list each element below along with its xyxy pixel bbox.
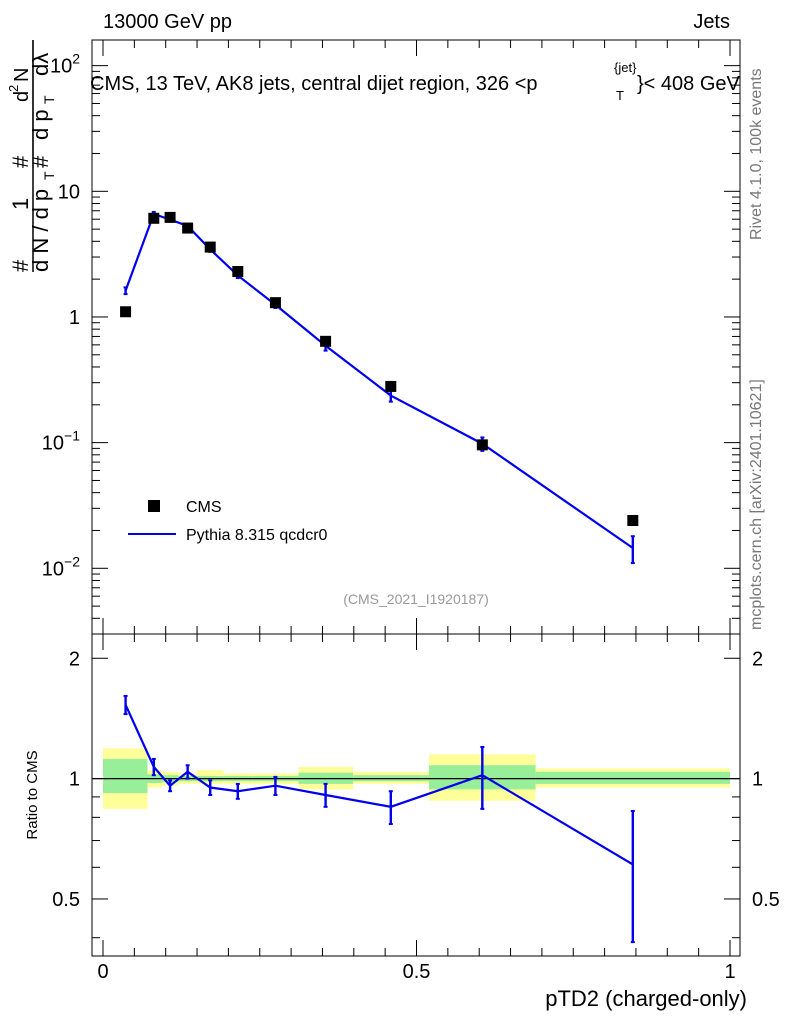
bottom-axis-tick-labels: 0.5 0.5 1 1 2 2 [52, 648, 780, 911]
x-tick-label: 0.5 [403, 961, 431, 983]
title-superscript: {jet} [614, 60, 637, 75]
x-axis-tick-labels: 0 0.5 1 [97, 961, 735, 983]
x-tick-label: 0 [97, 961, 108, 983]
x-axis-label: pTD2 (charged-only) [545, 986, 747, 1011]
top-plot-frame [91, 39, 741, 635]
top-axis-ticks [92, 40, 740, 635]
data-point [269, 297, 281, 309]
top-y-tick-label: 102 [50, 51, 80, 78]
top-y-tick-label: 10−1 [42, 428, 80, 455]
ylabel-hash-3: # [28, 155, 53, 168]
title-tail: }< 408 GeV [637, 73, 741, 95]
header-jets: Jets [693, 11, 730, 33]
analysis-tag: (CMS_2021_I1920187) [343, 591, 489, 607]
ylabel-dlambda: dλ [28, 53, 53, 76]
band-inner [103, 758, 148, 794]
ratio-series [123, 694, 635, 944]
top-y-tick-label: 1 [69, 307, 80, 329]
legend-data-label: CMS [186, 499, 222, 516]
bottom-y-tick-label-left: 2 [69, 648, 80, 670]
plot-title: CMS, 13 TeV, AK8 jets, central dijet reg… [90, 73, 538, 95]
ylabel-hash-2: # [8, 155, 33, 168]
ylabel-d: d [11, 91, 33, 102]
y-axis-label-bottom: Ratio to CMS [24, 750, 41, 839]
bottom-y-tick-label-right: 2 [752, 648, 763, 670]
ylabel-sq: 2 [6, 85, 21, 92]
data-point [320, 335, 332, 347]
y-axis-label-top: # 1 d N / d p T # d 2 N # d p T dλ [6, 40, 57, 272]
top-y-tick-label: 10 [58, 181, 80, 203]
data-series-top [120, 211, 639, 527]
ylabel-dpt: d p [28, 109, 53, 140]
ylabel-dn-dpt: d N / d p [28, 189, 53, 272]
data-point [385, 380, 397, 392]
mc-line-top [124, 212, 634, 549]
data-point [120, 306, 132, 318]
legend-data-marker [148, 500, 160, 512]
legend-mc-label: Pythia 8.315 qcdcr0 [186, 527, 328, 544]
rivet-version-label: Rivet 4.1.0, 100k events [748, 68, 765, 240]
title-subscript: T [616, 88, 624, 103]
ylabel-n: N [11, 68, 33, 82]
data-point [232, 266, 244, 278]
band-inner [535, 771, 730, 784]
bottom-y-tick-label-right: 0.5 [752, 889, 780, 911]
top-y-tick-label: 10−2 [42, 553, 80, 580]
legend: CMS Pythia 8.315 qcdcr0 [128, 499, 328, 544]
data-point [148, 212, 160, 224]
mcplots-label: mcplots.cern.ch [arXiv:2401.10621] [748, 379, 765, 630]
data-point [164, 211, 176, 223]
bottom-y-tick-label-right: 1 [752, 769, 763, 791]
data-point [204, 241, 216, 253]
top-axis-tick-labels: 10−2 10−1 1 10 102 [42, 51, 80, 581]
bottom-y-tick-label-left: 1 [69, 769, 80, 791]
ylabel-t-1: T [41, 171, 57, 180]
ylabel-t-2: T [41, 95, 57, 104]
data-point [182, 222, 194, 234]
ylabel-one: 1 [8, 198, 33, 210]
x-tick-label: 1 [724, 961, 735, 983]
bottom-axis-ticks [92, 634, 740, 956]
header-energy: 13000 GeV pp [103, 11, 232, 33]
bottom-plot-frame [91, 633, 741, 957]
data-point [476, 439, 488, 451]
data-point [627, 515, 639, 527]
ylabel-hash-1: # [8, 259, 33, 272]
bottom-y-tick-label-left: 0.5 [52, 889, 80, 911]
